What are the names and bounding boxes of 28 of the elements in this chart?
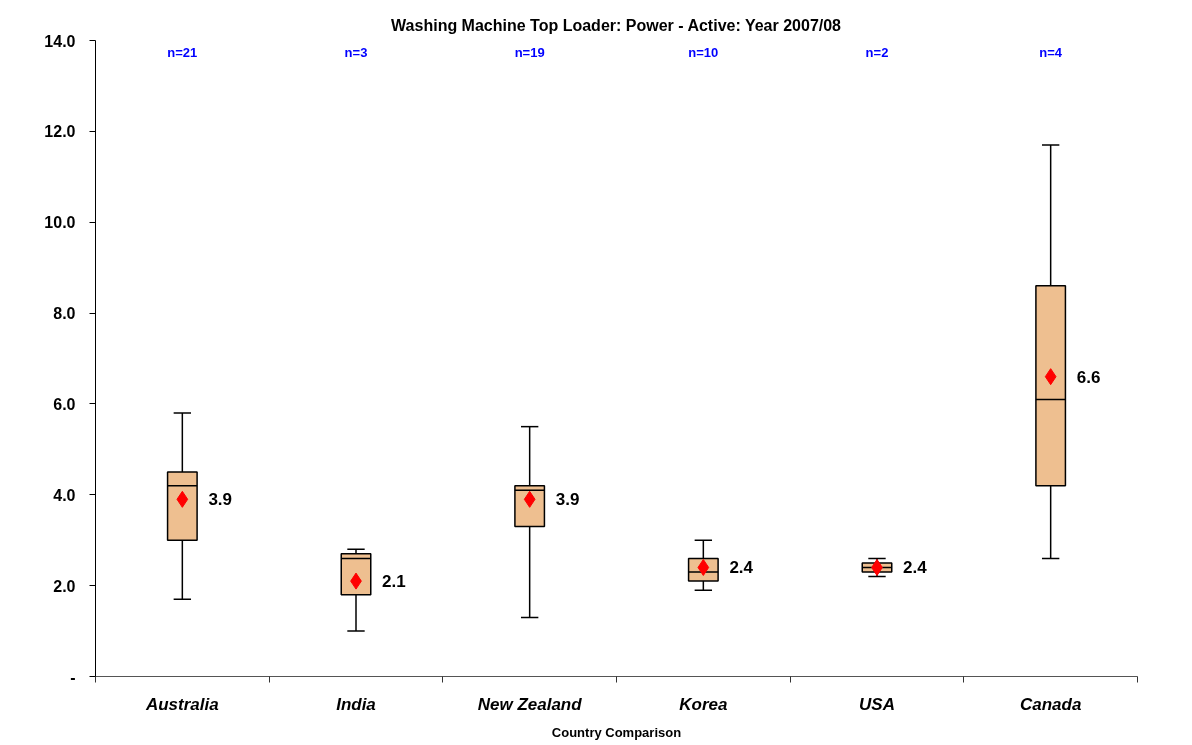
y-tick-label: 4.0 — [53, 486, 76, 504]
y-tick-label: 6.0 — [53, 395, 76, 413]
text: 3.9 — [208, 490, 233, 510]
x-axis-title: Country Comparison — [551, 724, 682, 740]
text: 2.4 — [729, 558, 754, 578]
annotation: n=3 — [344, 44, 368, 60]
x-tick-label: USA — [859, 694, 895, 714]
y-tick-label: 8.0 — [53, 305, 76, 323]
annotation: n=19 — [514, 44, 545, 60]
annotation: n=2 — [865, 44, 889, 60]
y-tick-label: 2.0 — [53, 577, 76, 595]
y-tick-label: - — [70, 668, 76, 686]
annotation: n=21 — [167, 44, 198, 60]
text: 2.4 — [903, 558, 927, 578]
y-tick-label: 12.0 — [44, 123, 76, 141]
text: 2.1 — [382, 572, 406, 592]
y-tick-label: 14.0 — [44, 32, 76, 50]
x-tick-label: New Zealand — [477, 694, 583, 714]
x-tick-label: Australia — [144, 694, 219, 714]
annotation: n=10 — [688, 44, 719, 60]
chart-title: Washing Machine Top Loader: Power - Active: Year 2007/08 — [391, 16, 842, 34]
x-tick-label: Canada — [1019, 694, 1082, 714]
annotation: n=4 — [1039, 44, 1063, 60]
text: 6.6 — [1076, 367, 1101, 387]
x-tick-label: Korea — [679, 694, 728, 714]
x-tick-label: India — [336, 694, 376, 714]
text: 3.9 — [555, 490, 580, 510]
y-tick-label: 10.0 — [44, 214, 76, 232]
